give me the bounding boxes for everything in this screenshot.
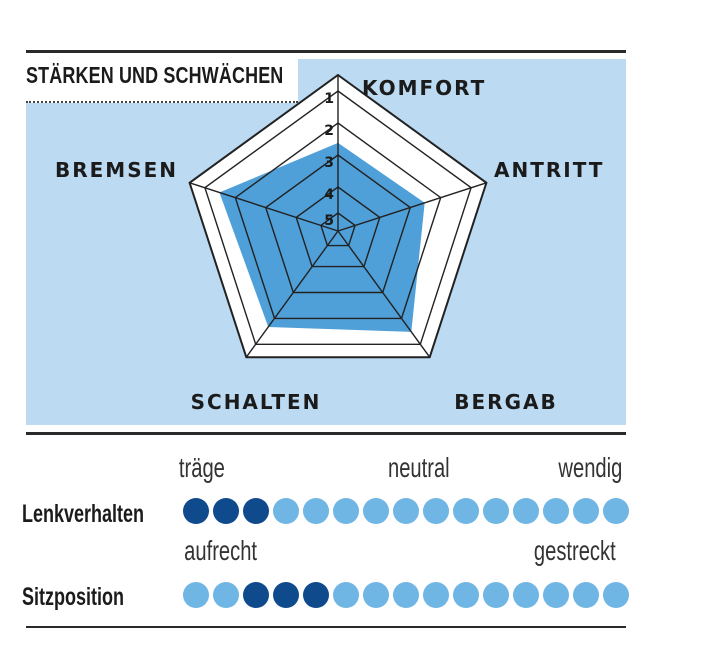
lenk-word-traege: träge — [178, 452, 225, 483]
panel-title-box: STÄRKEN UND SCHWÄCHEN — [26, 59, 298, 103]
bottom-rule — [26, 626, 626, 628]
radar-ring-5 — [320, 212, 356, 247]
radar-panel: STÄRKEN UND SCHWÄCHEN 1 2 3 4 5 KOMFORT ANTRI… — [26, 59, 626, 425]
rating-dot-12 — [513, 498, 539, 524]
rating-dot-10 — [453, 582, 479, 608]
radar-grid-spokes — [189, 75, 487, 358]
rating-dot-1 — [183, 498, 209, 524]
radar-spoke-bergab — [337, 230, 431, 358]
radar-axis-label-schalten: SCHALTEN — [191, 390, 322, 414]
rating-dot-14 — [573, 498, 599, 524]
rating-dot-7 — [363, 498, 389, 524]
radar-scale-label-5: 5 — [324, 213, 334, 229]
rating-dot-14 — [573, 582, 599, 608]
rating-dot-9 — [423, 498, 449, 524]
radar-ring-3 — [264, 154, 412, 294]
rating-dot-7 — [363, 582, 389, 608]
rating-dot-11 — [483, 498, 509, 524]
radar-chart: 1 2 3 4 5 KOMFORT ANTRITT BERGAB SCHALTEN BREMSE… — [55, 73, 604, 414]
rating-dot-3 — [243, 582, 269, 608]
radar-scale-label-3: 3 — [324, 155, 334, 171]
radar-axis-label-antritt: ANTRITT — [494, 158, 604, 182]
rating-dot-4 — [273, 498, 299, 524]
top-rule — [26, 50, 626, 53]
radar-spoke-antritt — [337, 182, 487, 232]
radar-ring-2 — [234, 122, 442, 320]
rating-dot-4 — [273, 582, 299, 608]
radar-scale-label-4: 4 — [324, 187, 334, 203]
rating-dot-12 — [513, 582, 539, 608]
radar-axis-label-bergab: BERGAB — [454, 390, 557, 414]
radar-scale-label-2: 2 — [324, 123, 334, 139]
rating-dot-1 — [183, 582, 209, 608]
rating-dot-10 — [453, 498, 479, 524]
radar-data-area — [219, 142, 425, 332]
radar-ring-1 — [204, 90, 472, 345]
sitz-word-gestreckt: gestreckt — [533, 535, 616, 566]
panel-title: STÄRKEN UND SCHWÄCHEN — [26, 62, 284, 88]
radar-axis-labels: KOMFORT ANTRITT BERGAB SCHALTEN BREMSEN — [55, 76, 604, 414]
rating-dot-15 — [603, 498, 629, 524]
lenkverhalten-label: Lenkverhalten — [22, 500, 145, 528]
rating-dot-3 — [243, 498, 269, 524]
rating-dot-8 — [393, 498, 419, 524]
rating-dot-11 — [483, 582, 509, 608]
rating-dot-2 — [213, 582, 239, 608]
lenk-word-wendig: wendig — [558, 452, 623, 483]
radar-spoke-bremsen — [189, 182, 339, 232]
rating-dot-13 — [543, 498, 569, 524]
radar-spoke-schalten — [245, 230, 339, 358]
radar-axis-label-bremsen: BREMSEN — [55, 158, 178, 182]
rating-dot-9 — [423, 582, 449, 608]
radar-ring-4 — [295, 186, 381, 268]
lenk-word-neutral: neutral — [387, 452, 450, 483]
sitzposition-label: Sitzposition — [22, 583, 124, 611]
radar-axis-label-komfort: KOMFORT — [362, 76, 486, 100]
rating-dot-15 — [603, 582, 629, 608]
rating-dot-2 — [213, 498, 239, 524]
middle-rule — [26, 432, 626, 435]
radar-scale-labels: 1 2 3 4 5 — [324, 91, 334, 229]
rating-dot-5 — [303, 582, 329, 608]
rating-dot-5 — [303, 498, 329, 524]
rating-dot-13 — [543, 582, 569, 608]
rating-dot-6 — [333, 582, 359, 608]
sitz-word-aufrecht: aufrecht — [184, 535, 258, 566]
radar-scale-label-1: 1 — [324, 91, 334, 107]
rating-dot-6 — [333, 498, 359, 524]
radar-grid-rings — [204, 90, 472, 345]
rating-dot-8 — [393, 582, 419, 608]
